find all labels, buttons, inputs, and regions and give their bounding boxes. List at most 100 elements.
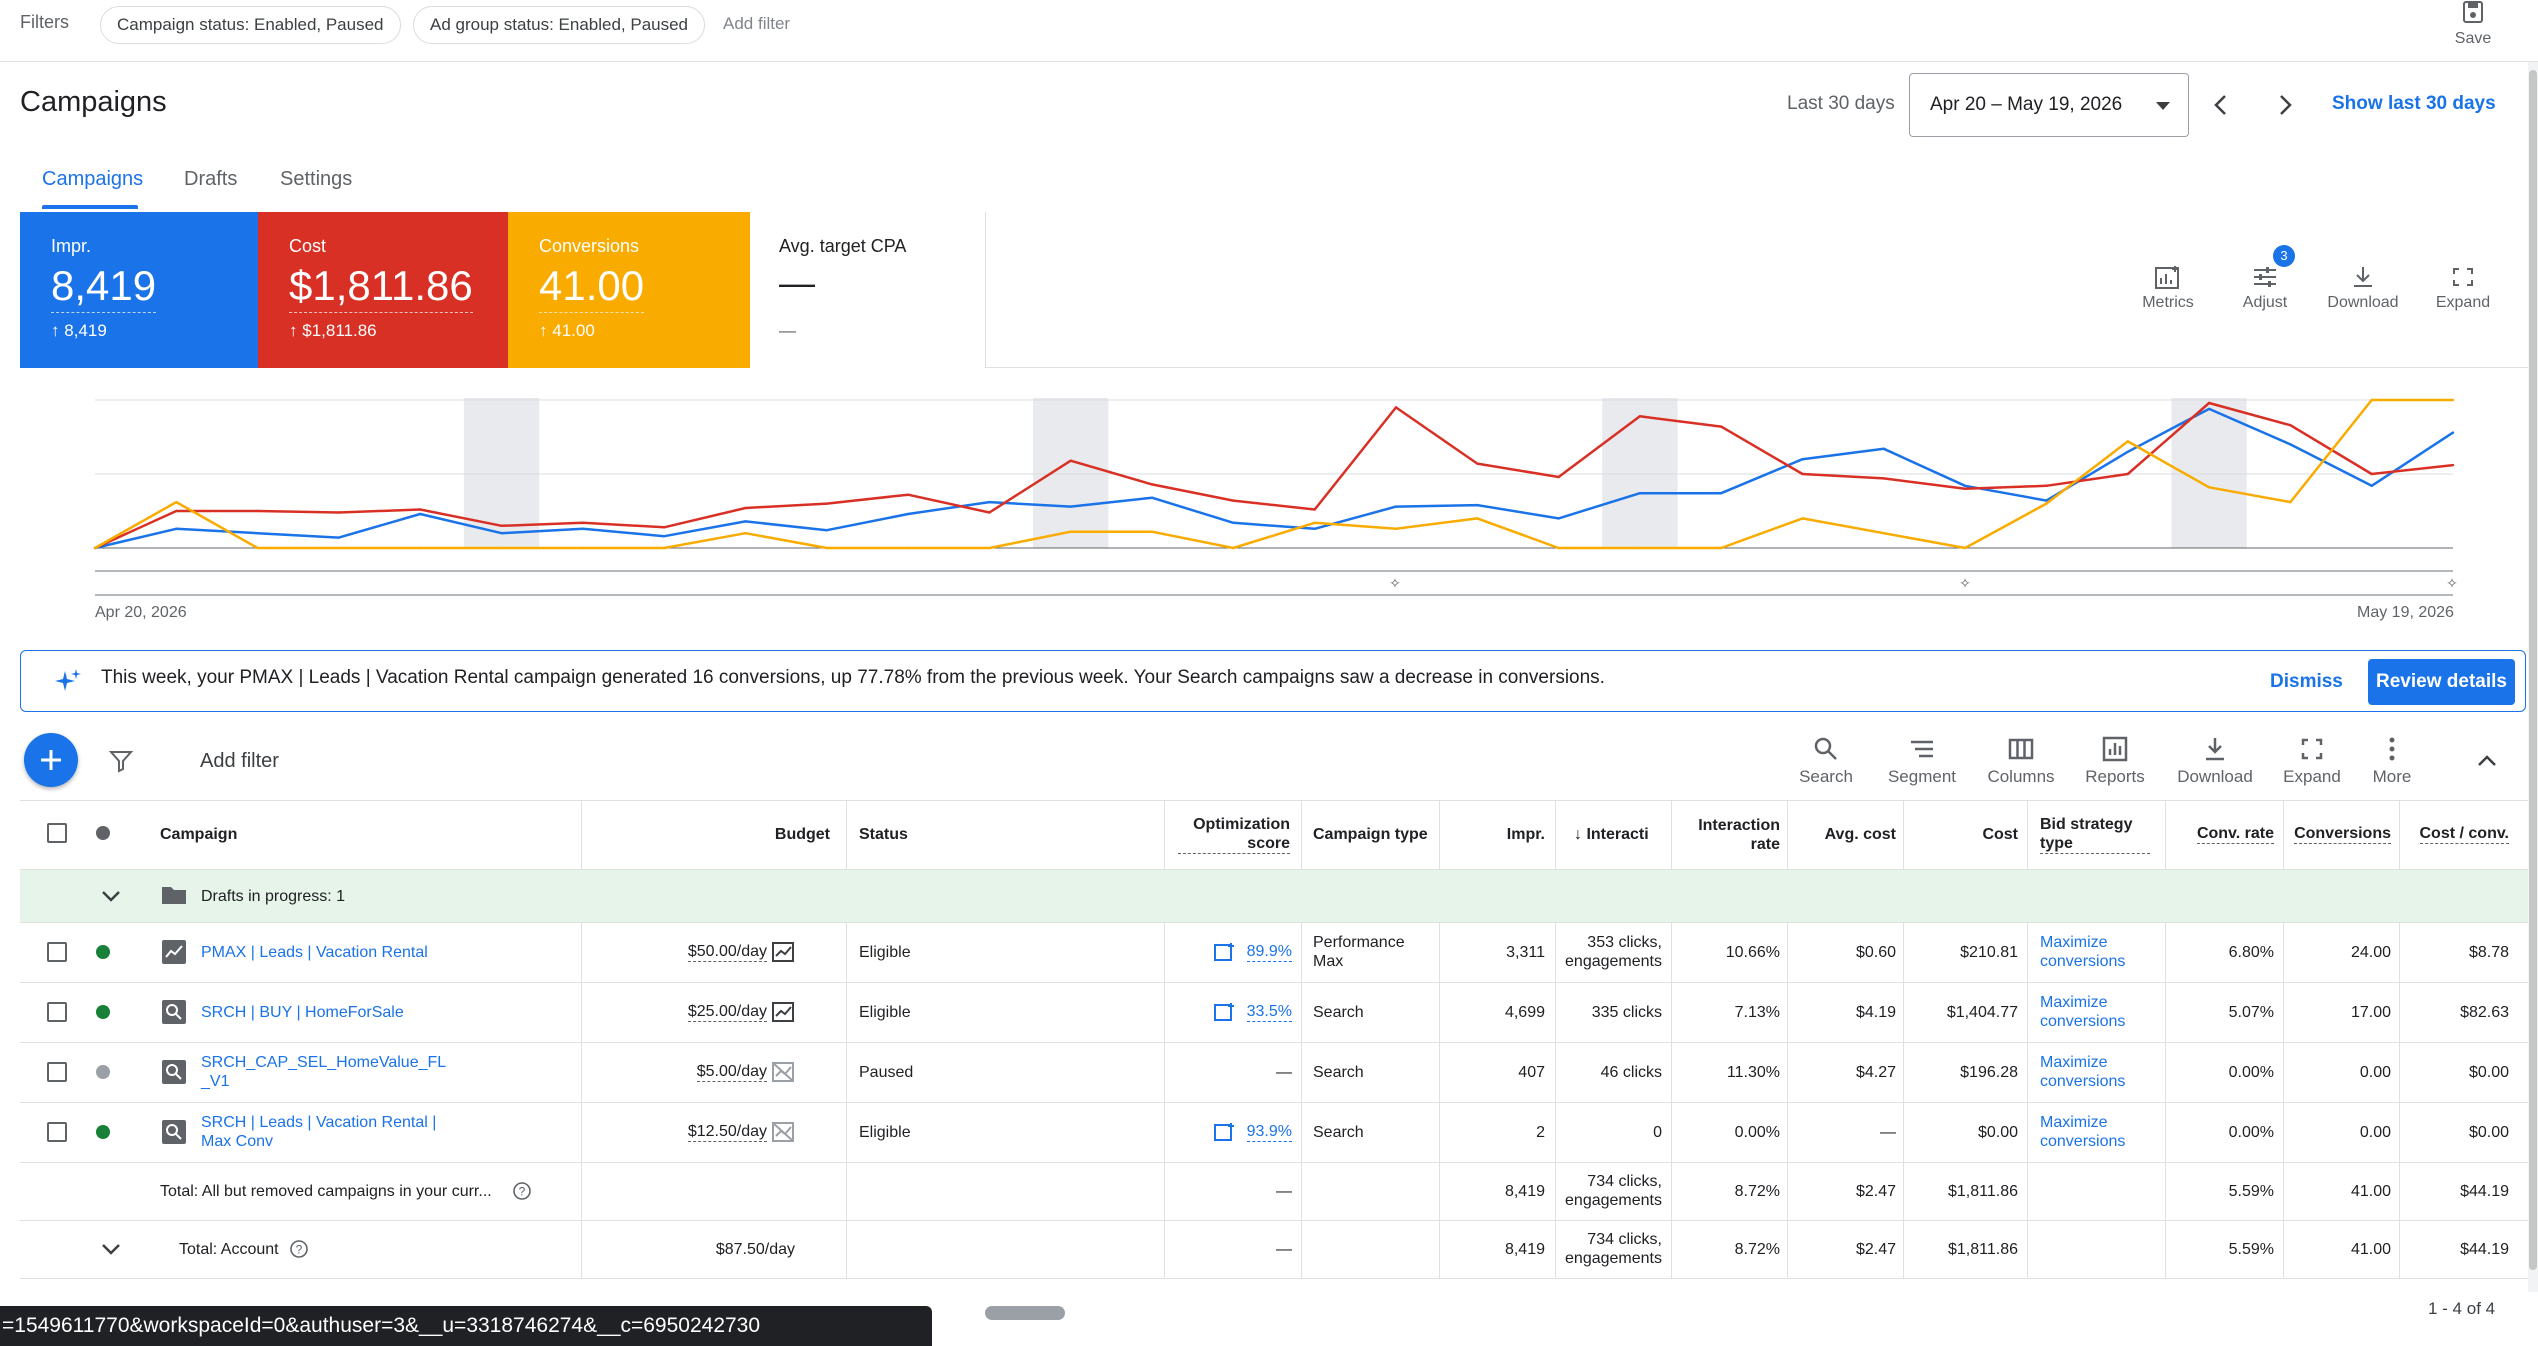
data-point <box>1232 546 1235 550</box>
avg-cost-cell: — <box>1880 1123 1896 1141</box>
review-details-button[interactable]: Review details <box>2368 659 2515 705</box>
select-all-checkbox[interactable] <box>47 823 67 843</box>
expand-icon <box>2453 268 2473 286</box>
row-checkbox[interactable] <box>47 1002 67 1022</box>
total-budget-cell <box>600 1162 795 1220</box>
chevron-right-icon[interactable] <box>2270 90 2300 120</box>
vertical-scrollbar-thumb[interactable] <box>2529 70 2537 1270</box>
optimization-score-cell[interactable]: 93.9% <box>1178 1102 1292 1162</box>
download-label: Download <box>2327 294 2399 311</box>
row-checkbox[interactable] <box>47 942 67 962</box>
chevron-down-icon[interactable] <box>98 884 124 908</box>
chevron-left-icon[interactable] <box>2206 90 2236 120</box>
data-point <box>988 500 991 504</box>
bid-strategy-link[interactable]: Maximize conversions <box>2040 1054 2126 1090</box>
header-conversions[interactable]: Conversions <box>2287 800 2391 870</box>
chart-expand-button[interactable]: Expand <box>2428 264 2498 312</box>
table-reports-button[interactable]: Reports <box>2070 735 2160 787</box>
budget-chart-icon[interactable] <box>771 941 795 963</box>
data-point <box>1638 492 1642 495</box>
chevron-down-icon[interactable] <box>98 1237 124 1261</box>
data-point <box>906 512 910 516</box>
performance-chart[interactable]: ✧ ✧ ✧ <box>0 370 2528 600</box>
scorecard-cost[interactable]: Cost $1,811.86 ↑ $1,811.86 <box>258 212 508 368</box>
scorecard-avg-target-cpa[interactable]: Avg. target CPA — — <box>750 212 986 368</box>
header-interactions[interactable]: ↓ Interacti <box>1574 800 1671 870</box>
campaign-name-link[interactable]: PMAX | Leads | Vacation Rental <box>201 943 428 961</box>
header-status[interactable]: Status <box>859 800 908 870</box>
metrics-button[interactable]: Metrics <box>2133 264 2203 312</box>
help-icon[interactable]: ? <box>512 1181 532 1201</box>
tab-drafts[interactable]: Drafts <box>184 168 238 190</box>
add-campaign-button[interactable] <box>24 733 78 787</box>
header-budget[interactable]: Budget <box>700 800 830 870</box>
add-filter-link[interactable]: Add filter <box>723 14 791 33</box>
table-columns-button[interactable]: Columns <box>1976 735 2066 787</box>
header-campaign-type[interactable]: Campaign type <box>1313 800 1428 870</box>
bid-strategy-link[interactable]: Maximize conversions <box>2040 934 2126 970</box>
row-checkbox[interactable] <box>47 1122 67 1142</box>
filter-chip-campaign-status[interactable]: Campaign status: Enabled, Paused <box>100 6 401 44</box>
scorecard-conversions[interactable]: Conversions 41.00 ↑ 41.00 <box>508 212 750 368</box>
horizontal-scrollbar-thumb[interactable] <box>985 1306 1065 1320</box>
filter-chip-ad-group-status[interactable]: Ad group status: Enabled, Paused <box>413 6 706 44</box>
avg-cost-cell: $4.27 <box>1855 1063 1896 1081</box>
budget-chart-icon[interactable] <box>771 1001 795 1023</box>
sparkle-icon <box>55 669 81 691</box>
table-more-button[interactable]: More <box>2347 735 2437 787</box>
date-range-select[interactable]: Apr 20 – May 19, 2026 <box>1909 73 2189 137</box>
avg-cost-cell: $4.19 <box>1855 1003 1896 1021</box>
scorecard-impr[interactable]: Impr. 8,419 ↑ 8,419 <box>20 212 258 368</box>
tab-campaigns[interactable]: Campaigns <box>42 168 144 190</box>
help-icon[interactable]: ? <box>289 1239 309 1259</box>
budget-chart-off-icon[interactable] <box>771 1061 795 1083</box>
series-cost-line <box>94 401 2454 550</box>
header-cost[interactable]: Cost <box>1910 800 2018 870</box>
campaign-name-link[interactable]: SRCH | BUY | HomeForSale <box>201 1003 404 1021</box>
header-conv-rate[interactable]: Conv. rate <box>2170 800 2274 870</box>
campaign-name-link[interactable]: SRCH | Leads | Vacation Rental | Max Con… <box>201 1114 437 1150</box>
bid-strategy-link[interactable]: Maximize conversions <box>2040 994 2126 1030</box>
table-search-button[interactable]: Search <box>1781 735 1871 787</box>
header-bid-strategy-type[interactable]: Bid strategy type <box>2040 800 2150 870</box>
expand-label: Expand <box>2435 294 2491 311</box>
scorecard-value: $1,811.86 <box>289 262 473 313</box>
table-segment-button[interactable]: Segment <box>1877 735 1967 787</box>
header-campaign[interactable]: Campaign <box>160 800 238 870</box>
data-point <box>1963 546 1967 550</box>
drafts-row[interactable] <box>20 870 2528 922</box>
data-point <box>2207 407 2211 411</box>
table-download-button[interactable]: Download <box>2170 735 2260 787</box>
save-button[interactable]: Save <box>2448 0 2498 56</box>
data-point <box>988 546 991 550</box>
optimization-score-cell[interactable]: 33.5% <box>1178 982 1292 1042</box>
row-checkbox[interactable] <box>47 1062 67 1082</box>
header-optimization-score[interactable]: Optimization score <box>1178 800 1290 870</box>
data-point <box>2207 486 2211 489</box>
table-expand-button[interactable]: Expand <box>2267 735 2357 787</box>
optimization-score-cell[interactable]: — <box>1276 1063 1292 1081</box>
budget-cell: $50.00/day <box>600 922 795 982</box>
bid-strategy-link[interactable]: Maximize conversions <box>2040 1114 2126 1150</box>
tab-settings[interactable]: Settings <box>280 168 353 190</box>
campaign-name-link[interactable]: SRCH_CAP_SEL_HomeValue_FL _V1 <box>201 1054 446 1090</box>
show-last-30-days-link[interactable]: Show last 30 days <box>2332 93 2496 114</box>
table-add-filter[interactable]: Add filter <box>200 750 279 772</box>
chart-download-button[interactable]: Download <box>2323 264 2403 312</box>
data-point <box>2126 450 2129 453</box>
header-avg-cost[interactable]: Avg. cost <box>1796 800 1896 870</box>
dismiss-button[interactable]: Dismiss <box>2270 671 2343 692</box>
data-point <box>1476 517 1479 520</box>
conv-rate-cell: 0.00% <box>2228 1123 2274 1141</box>
interactions-cell: 335 clicks <box>1591 1003 1662 1021</box>
header-impr[interactable]: Impr. <box>1450 800 1545 870</box>
header-interaction-rate[interactable]: Interaction rate <box>1680 800 1780 870</box>
budget-chart-off-icon[interactable] <box>771 1121 795 1143</box>
filter-icon[interactable] <box>108 748 134 774</box>
adjust-button[interactable]: Adjust <box>2230 264 2300 312</box>
active-tab-indicator <box>42 205 138 209</box>
collapse-chevron-up-icon[interactable] <box>2472 748 2502 774</box>
optimization-score-cell[interactable]: 89.9% <box>1178 922 1292 982</box>
header-cost-per-conv[interactable]: Cost / conv. <box>2403 800 2509 870</box>
annotation-marker-icon: ✧ <box>1959 576 1971 592</box>
